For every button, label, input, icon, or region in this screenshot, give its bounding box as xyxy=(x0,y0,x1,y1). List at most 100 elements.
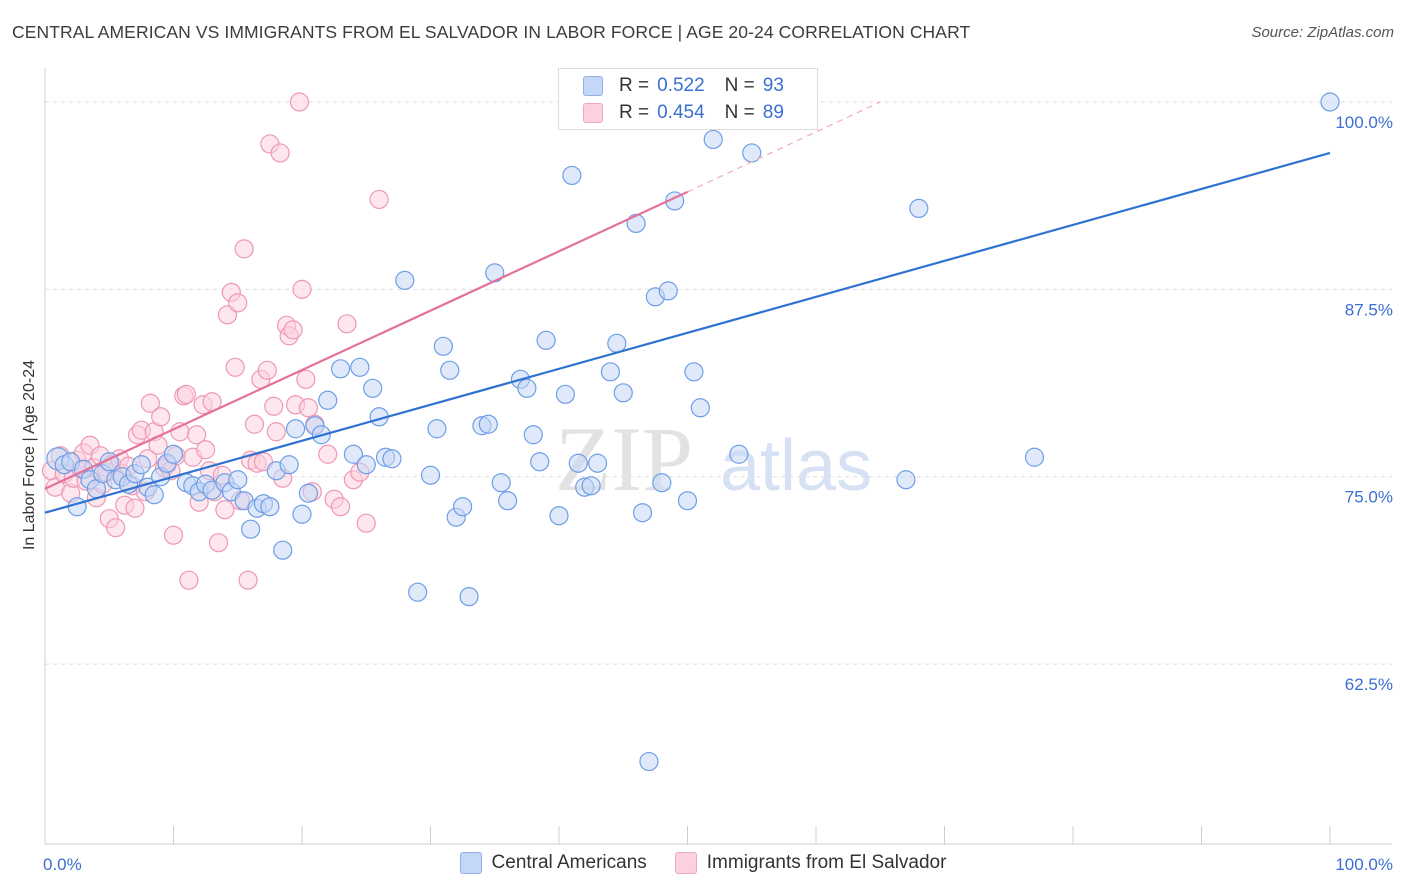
point-central-american xyxy=(350,357,370,377)
point-central-american xyxy=(607,333,627,353)
point-central-american xyxy=(626,213,646,234)
point-el-salvador xyxy=(225,357,245,377)
point-central-american xyxy=(703,129,723,150)
point-central-american xyxy=(632,503,653,523)
point-central-american xyxy=(652,473,672,493)
point-central-american xyxy=(273,540,293,560)
y-tick-label: 100.0% xyxy=(1335,113,1393,132)
point-central-american xyxy=(330,359,351,379)
point-central-american xyxy=(343,444,363,464)
point-central-american xyxy=(427,419,447,439)
point-el-salvador xyxy=(176,384,196,404)
point-el-salvador xyxy=(187,425,207,445)
point-central-american xyxy=(408,582,428,602)
point-el-salvador xyxy=(298,398,319,418)
point-el-salvador xyxy=(228,293,248,313)
point-central-american xyxy=(298,483,319,503)
trend-line-el-salvador xyxy=(44,190,688,490)
legend-swatch-pink xyxy=(674,852,697,874)
source-label: Source: ZipAtlas.com xyxy=(1251,24,1394,41)
n-label: N = xyxy=(724,102,755,123)
point-el-salvador xyxy=(264,396,284,416)
trend-lines xyxy=(44,101,1331,514)
point-central-american xyxy=(260,497,280,517)
point-central-american xyxy=(433,336,453,356)
point-central-american xyxy=(241,519,261,539)
point-el-salvador xyxy=(257,360,277,380)
point-central-american xyxy=(568,453,588,473)
point-el-salvador xyxy=(215,500,235,520)
series-central-americans xyxy=(46,92,1340,772)
tick-labels: 100.0% 87.5% 75.0% 62.5% 0.0% 100.0% xyxy=(43,113,1393,874)
point-central-american xyxy=(453,497,473,517)
point-central-american xyxy=(684,362,704,382)
point-el-salvador xyxy=(337,314,357,334)
point-el-salvador xyxy=(244,414,265,434)
point-central-american xyxy=(395,270,415,290)
y-tick-label: 75.0% xyxy=(1345,488,1393,507)
point-central-american xyxy=(382,449,402,469)
point-central-american xyxy=(639,751,659,772)
point-central-american xyxy=(562,165,582,186)
point-central-american xyxy=(292,504,312,524)
point-el-salvador xyxy=(318,444,338,464)
point-el-salvador xyxy=(163,525,184,545)
y-tick-label: 62.5% xyxy=(1345,675,1393,694)
point-central-american xyxy=(587,453,608,473)
point-central-american xyxy=(581,476,601,496)
point-el-salvador xyxy=(140,393,160,413)
legend-item-el-salvador[interactable]: Immigrants from El Salvador xyxy=(674,852,947,874)
point-central-american xyxy=(896,470,916,490)
legend-item-central-americans[interactable]: Central Americans xyxy=(459,852,647,874)
trend-line-central-americans xyxy=(44,151,1331,514)
point-central-american xyxy=(144,485,164,505)
axes xyxy=(44,68,1392,845)
point-central-american xyxy=(677,491,698,511)
point-central-american xyxy=(228,470,248,490)
point-el-salvador xyxy=(289,92,310,112)
point-el-salvador xyxy=(125,498,145,518)
point-central-american xyxy=(729,444,749,464)
point-central-american xyxy=(555,384,576,404)
point-el-salvador xyxy=(179,570,199,590)
chart-title: CENTRAL AMERICAN VS IMMIGRANTS FROM EL S… xyxy=(12,22,971,42)
point-central-american xyxy=(318,390,338,410)
point-el-salvador xyxy=(283,320,303,340)
point-central-american xyxy=(530,452,550,472)
point-el-salvador xyxy=(234,239,254,259)
point-central-american xyxy=(523,425,543,445)
legend-label: Immigrants from El Salvador xyxy=(706,852,947,873)
point-el-salvador xyxy=(356,513,376,533)
point-el-salvador xyxy=(369,189,389,210)
point-central-american xyxy=(536,330,556,350)
point-central-american xyxy=(909,198,929,219)
y-tick-label: 87.5% xyxy=(1345,300,1393,319)
point-central-american xyxy=(478,414,498,434)
stats-legend: R = 0.522 N = 93 R = 0.454 N = 89 xyxy=(558,68,818,130)
stats-swatch-blue xyxy=(583,76,603,96)
r-label: R = xyxy=(619,75,650,96)
point-central-american xyxy=(440,360,460,380)
point-central-american xyxy=(459,587,479,607)
point-central-american xyxy=(491,473,511,493)
x-tick-label: 100.0% xyxy=(1335,855,1393,874)
point-el-salvador xyxy=(151,407,171,427)
point-central-american xyxy=(1320,92,1340,112)
legend-swatch-blue xyxy=(459,852,482,874)
point-central-american xyxy=(613,383,633,403)
stats-row-el-salvador: R = 0.454 N = 89 xyxy=(583,100,784,126)
point-central-american xyxy=(420,465,441,485)
point-el-salvador xyxy=(270,143,290,163)
point-central-american xyxy=(549,506,569,526)
series-el-salvador xyxy=(41,92,389,590)
r-value: 0.454 xyxy=(657,102,705,123)
stats-swatch-pink xyxy=(583,103,603,123)
point-central-american xyxy=(279,455,299,475)
n-label: N = xyxy=(724,75,755,96)
trend-extension-el-salvador xyxy=(687,101,881,193)
n-value: 89 xyxy=(762,102,784,123)
point-el-salvador xyxy=(292,279,312,299)
point-central-american xyxy=(131,455,151,475)
n-value: 93 xyxy=(762,75,784,96)
